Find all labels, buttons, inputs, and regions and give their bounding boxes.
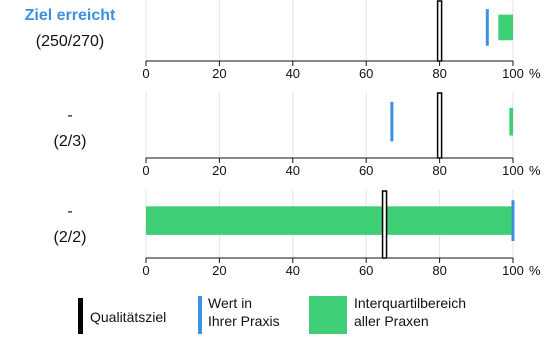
x-tick-label: 80: [432, 263, 446, 278]
legend: Qualitätsziel Wert in Ihrer Praxis Interqua…: [0, 292, 552, 340]
legend-label-iqr: Interquartilbereich aller Praxen: [354, 294, 466, 330]
x-tick-label: 60: [359, 263, 373, 278]
target-marker: [381, 190, 388, 259]
legend-swatch-practice: [198, 296, 202, 334]
row-count: (2/3): [53, 133, 87, 150]
x-tick-label: 40: [286, 163, 300, 178]
practice-value-marker: [485, 9, 489, 46]
iqr-bar: [146, 206, 513, 235]
x-tick-label: 60: [359, 66, 373, 81]
row-label: - (2/2): [0, 202, 140, 248]
row-status: -: [67, 107, 73, 124]
x-tick-label: 20: [212, 263, 226, 278]
target-marker: [436, 92, 443, 159]
practice-value-marker: [511, 200, 515, 241]
legend-label-practice: Wert in Ihrer Praxis: [208, 294, 280, 330]
x-tick-label: 60: [359, 163, 373, 178]
x-tick-label: 100: [502, 263, 524, 278]
legend-label-target: Qualitätsziel: [90, 308, 166, 326]
legend-label-line: Qualitätsziel: [90, 309, 167, 325]
iqr-bar: [498, 14, 513, 41]
x-tick-label: 80: [432, 163, 446, 178]
legend-label-line: Ihrer Praxis: [208, 313, 280, 329]
legend-label-line: Interquartilbereich: [354, 295, 467, 311]
practice-value-marker: [390, 101, 394, 142]
row-label: - (2/3): [0, 106, 140, 152]
iqr-bar: [509, 107, 513, 136]
legend-label-line: Wert in: [208, 295, 253, 311]
x-tick-label: 100: [502, 163, 524, 178]
target-marker: [436, 0, 443, 62]
x-unit-label: %: [529, 163, 541, 178]
legend-swatch-target: [78, 298, 83, 334]
x-tick-label: 20: [212, 163, 226, 178]
x-tick-label: 80: [432, 66, 446, 81]
legend-swatch-iqr: [309, 296, 347, 334]
x-unit-label: %: [529, 66, 541, 81]
row-label: Ziel erreicht (250/270): [0, 6, 140, 52]
x-tick-label: 0: [142, 163, 149, 178]
quality-chart: 0 20 40 60 80 100 % 0 20 40 60 80 100 % 0 20 40 60 80 100%: [142, 0, 541, 278]
x-tick-label: 40: [286, 263, 300, 278]
legend-label-line: aller Praxen: [354, 313, 429, 329]
row-count: (250/270): [35, 33, 105, 50]
x-tick-label: 40: [286, 66, 300, 81]
x-tick-label: 0: [142, 66, 149, 81]
x-tick-label: 20: [212, 66, 226, 81]
row-status: Ziel erreicht: [24, 7, 116, 24]
x-tick-label: 100: [502, 66, 524, 81]
x-tick-label: 0: [142, 263, 149, 278]
row-count: (2/2): [53, 229, 87, 246]
x-unit-label: %: [529, 263, 541, 278]
row-status: -: [67, 203, 73, 220]
